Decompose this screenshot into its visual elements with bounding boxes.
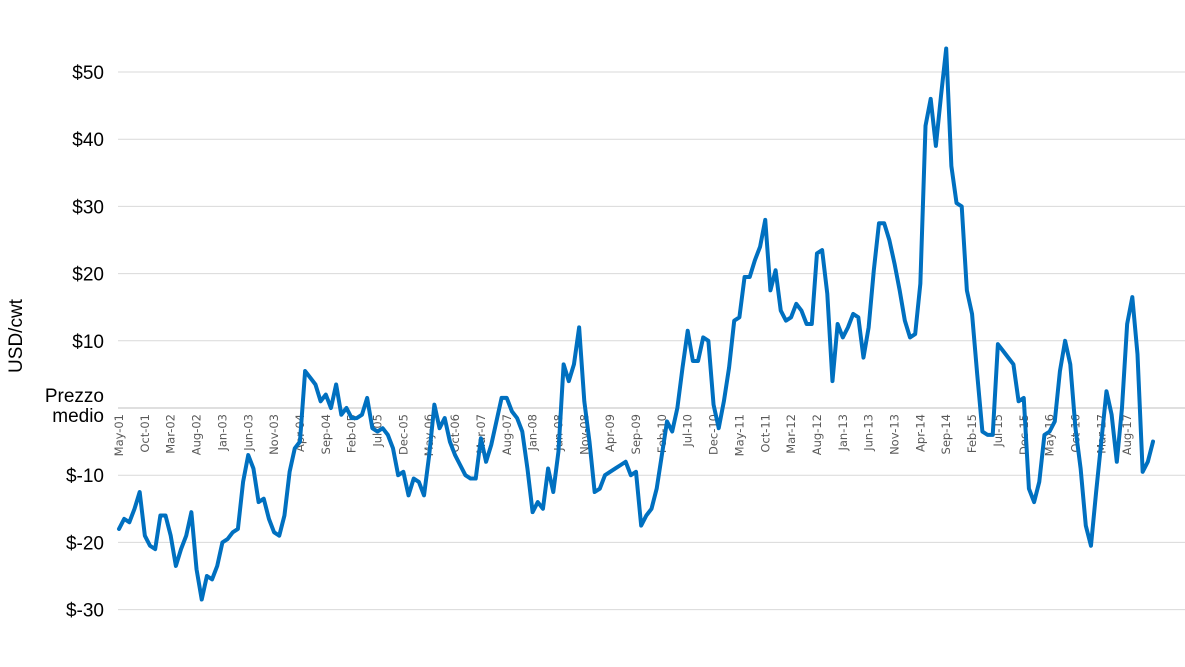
series-line bbox=[117, 46, 1155, 602]
y-axis-label: USD/cwt bbox=[6, 298, 27, 373]
y-tick-label: $10 bbox=[72, 332, 104, 353]
x-tick-label: May-01 bbox=[112, 414, 126, 456]
x-tick-label: Feb-15 bbox=[965, 414, 979, 453]
x-tick-label: Apr-09 bbox=[603, 414, 617, 452]
x-tick-label: Mar-07 bbox=[474, 414, 488, 454]
x-tick-label: May-11 bbox=[732, 414, 746, 456]
x-tick-label: Oct-11 bbox=[758, 414, 772, 453]
x-tick-label: Apr-14 bbox=[913, 414, 927, 452]
y-tick-label: $30 bbox=[72, 197, 104, 218]
x-tick-label: Sep-09 bbox=[629, 414, 643, 454]
y-tick-label: $50 bbox=[72, 63, 104, 84]
x-tick-label: Nov-03 bbox=[267, 414, 281, 455]
x-tick-label: Mar-02 bbox=[164, 414, 178, 454]
x-tick-label: Jun-03 bbox=[241, 414, 255, 452]
x-tick-label: Aug-07 bbox=[500, 414, 514, 455]
x-tick-label: Aug-02 bbox=[190, 414, 204, 455]
x-axis-ticks: May-01 Oct-01 Mar-02 Aug-02 Jan-03 Jun-03 Nov-… bbox=[112, 414, 1134, 456]
x-tick-label: Oct-01 bbox=[138, 414, 152, 453]
x-tick-label: Nov-13 bbox=[888, 414, 902, 455]
y-tick-label: $-10 bbox=[66, 466, 104, 487]
y-tick-label: Prezzo medio bbox=[45, 386, 104, 427]
x-tick-label: Mar-12 bbox=[784, 414, 798, 454]
y-tick-label: $-30 bbox=[66, 601, 104, 622]
x-tick-label: Jan-08 bbox=[526, 414, 540, 452]
y-tick-label: $-20 bbox=[66, 533, 104, 554]
series-layer bbox=[117, 46, 1155, 602]
y-tick-label: $40 bbox=[72, 130, 104, 151]
gridlines bbox=[118, 71, 1185, 611]
y-axis-ticks: $50 $40 $30 $20 $10 Prezzo medio $-10 $-20 $-30 bbox=[45, 63, 104, 622]
x-tick-label: Feb-05 bbox=[345, 414, 359, 453]
x-tick-label: Jul-10 bbox=[681, 414, 695, 448]
x-tick-label: Jan-13 bbox=[836, 414, 850, 452]
x-tick-label: Dec-05 bbox=[396, 414, 410, 455]
x-tick-label: Sep-14 bbox=[939, 414, 953, 454]
x-tick-label: Jan-03 bbox=[215, 414, 229, 452]
x-tick-label: Aug-17 bbox=[1120, 414, 1134, 455]
x-tick-label: Sep-04 bbox=[319, 414, 333, 454]
x-tick-label: Aug-12 bbox=[810, 414, 824, 455]
x-tick-label: Jun-13 bbox=[862, 414, 876, 452]
y-tick-label: $20 bbox=[72, 265, 104, 286]
